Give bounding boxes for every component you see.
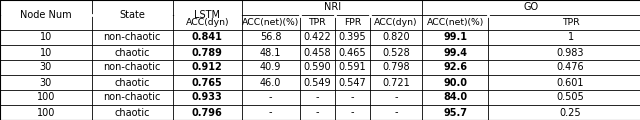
- Text: 95.7: 95.7: [444, 108, 467, 117]
- Text: non-chaotic: non-chaotic: [104, 33, 161, 42]
- Text: 0.476: 0.476: [557, 63, 584, 72]
- Text: 0.841: 0.841: [192, 33, 223, 42]
- Text: LSTM: LSTM: [195, 10, 220, 20]
- Text: ACC(dyn): ACC(dyn): [186, 18, 229, 27]
- Text: non-chaotic: non-chaotic: [104, 63, 161, 72]
- Text: ACC(net)(%): ACC(net)(%): [242, 18, 300, 27]
- Text: 0.820: 0.820: [382, 33, 410, 42]
- Text: -: -: [316, 108, 319, 117]
- Text: Node Num: Node Num: [20, 10, 72, 20]
- Text: -: -: [394, 108, 398, 117]
- Text: chaotic: chaotic: [115, 108, 150, 117]
- Text: ACC(dyn): ACC(dyn): [374, 18, 418, 27]
- Text: 30: 30: [40, 78, 52, 87]
- Text: 0.465: 0.465: [339, 48, 366, 57]
- Text: -: -: [351, 108, 354, 117]
- Text: 1: 1: [568, 33, 573, 42]
- Text: 0.458: 0.458: [303, 48, 331, 57]
- Text: FPR: FPR: [344, 18, 361, 27]
- Text: 0.796: 0.796: [192, 108, 223, 117]
- Text: 0.422: 0.422: [303, 33, 331, 42]
- Text: -: -: [351, 93, 354, 102]
- Text: 99.4: 99.4: [444, 48, 467, 57]
- Text: 100: 100: [36, 93, 55, 102]
- Text: -: -: [269, 93, 273, 102]
- Text: 0.395: 0.395: [339, 33, 366, 42]
- Text: chaotic: chaotic: [115, 78, 150, 87]
- Text: 46.0: 46.0: [260, 78, 282, 87]
- Text: 0.528: 0.528: [382, 48, 410, 57]
- Text: 0.549: 0.549: [303, 78, 331, 87]
- Text: 84.0: 84.0: [444, 93, 467, 102]
- Text: NRI: NRI: [324, 3, 340, 12]
- Text: TPR: TPR: [308, 18, 326, 27]
- Text: 90.0: 90.0: [444, 78, 467, 87]
- Text: -: -: [316, 93, 319, 102]
- Text: 0.590: 0.590: [303, 63, 331, 72]
- Text: ACC(net)(%): ACC(net)(%): [427, 18, 484, 27]
- Text: 0.798: 0.798: [382, 63, 410, 72]
- Text: chaotic: chaotic: [115, 48, 150, 57]
- Text: 100: 100: [36, 108, 55, 117]
- Text: 99.1: 99.1: [444, 33, 467, 42]
- Text: State: State: [119, 10, 145, 20]
- Text: 40.9: 40.9: [260, 63, 282, 72]
- Text: 0.591: 0.591: [339, 63, 366, 72]
- Text: 0.765: 0.765: [192, 78, 223, 87]
- Text: TPR: TPR: [562, 18, 579, 27]
- Text: GO: GO: [524, 3, 539, 12]
- Text: 10: 10: [40, 33, 52, 42]
- Text: 0.547: 0.547: [339, 78, 366, 87]
- Text: 0.983: 0.983: [557, 48, 584, 57]
- Text: 30: 30: [40, 63, 52, 72]
- Text: 0.933: 0.933: [192, 93, 223, 102]
- Text: 0.25: 0.25: [560, 108, 581, 117]
- Text: -: -: [394, 93, 398, 102]
- Text: 0.505: 0.505: [557, 93, 584, 102]
- Text: 48.1: 48.1: [260, 48, 282, 57]
- Text: 0.912: 0.912: [192, 63, 223, 72]
- Text: 0.789: 0.789: [192, 48, 223, 57]
- Text: 92.6: 92.6: [444, 63, 467, 72]
- Text: 0.601: 0.601: [557, 78, 584, 87]
- Text: 10: 10: [40, 48, 52, 57]
- Text: 56.8: 56.8: [260, 33, 282, 42]
- Text: non-chaotic: non-chaotic: [104, 93, 161, 102]
- Text: 0.721: 0.721: [382, 78, 410, 87]
- Text: -: -: [269, 108, 273, 117]
